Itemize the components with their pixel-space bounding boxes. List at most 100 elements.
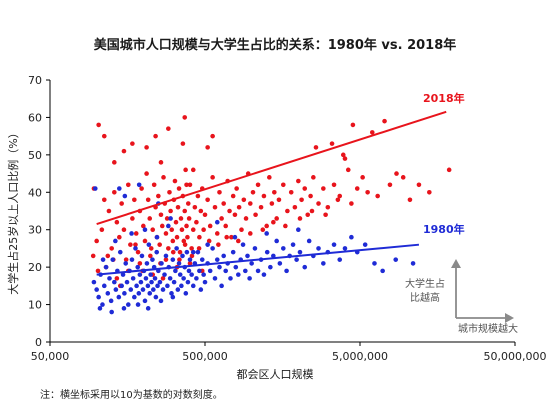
point-1980 [96, 294, 101, 300]
point-2018 [94, 238, 99, 244]
point-2018 [214, 231, 220, 236]
point-2018 [375, 193, 380, 199]
point-1980 [255, 268, 261, 274]
point-1980 [110, 257, 116, 262]
point-2018 [331, 182, 337, 188]
point-2018 [105, 253, 111, 259]
point-1980 [243, 268, 248, 274]
point-2018 [178, 216, 184, 221]
point-1980 [120, 272, 126, 277]
x-tick-label: 500,000 [182, 350, 228, 363]
point-1980 [233, 264, 239, 270]
point-2018 [182, 208, 188, 214]
point-2018 [234, 186, 239, 191]
point-1980 [201, 272, 206, 277]
x-arrow-label: 城市规模越大 [458, 322, 518, 335]
point-1980 [92, 186, 98, 191]
point-1980 [198, 287, 204, 292]
point-1980 [264, 231, 269, 236]
point-2018 [170, 249, 176, 255]
point-2018 [182, 242, 188, 247]
point-1980 [103, 264, 109, 270]
point-2018 [283, 223, 288, 229]
x-tick-label: 50,000 [31, 350, 70, 363]
point-1980 [342, 246, 348, 251]
point-2018 [133, 242, 138, 247]
point-2018 [166, 126, 171, 131]
point-2018 [342, 156, 348, 161]
point-2018 [340, 152, 346, 158]
point-2018 [400, 175, 406, 180]
point-1980 [169, 291, 174, 296]
point-2018 [147, 216, 153, 221]
point-2018 [258, 204, 264, 210]
point-2018 [106, 208, 112, 214]
point-1980 [380, 268, 385, 274]
point-1980 [154, 249, 160, 255]
point-1980 [152, 276, 158, 281]
point-1980 [165, 283, 170, 289]
point-1980 [128, 287, 134, 292]
point-1980 [151, 287, 156, 292]
point-2018 [114, 276, 120, 281]
point-2018 [349, 201, 354, 206]
x-ticks: 50,000 500,000 5,000,000 50,000,000 [31, 342, 546, 363]
point-2018 [239, 227, 244, 233]
point-2018 [243, 216, 249, 221]
point-2018 [221, 201, 226, 206]
point-2018 [175, 204, 181, 210]
point-2018 [137, 261, 143, 266]
point-1980 [145, 306, 151, 311]
point-2018 [229, 234, 234, 240]
point-1980 [117, 186, 122, 191]
point-1980 [349, 234, 354, 240]
point-2018 [360, 175, 365, 180]
point-1980 [122, 193, 128, 199]
point-2018 [160, 276, 166, 281]
point-2018 [112, 189, 117, 195]
point-1980 [129, 231, 134, 236]
point-2018 [216, 242, 221, 247]
point-1980 [123, 261, 129, 266]
point-1980 [290, 242, 296, 247]
point-2018 [119, 201, 124, 206]
point-1980 [158, 298, 164, 304]
up-arrow-icon [451, 259, 461, 268]
point-1980 [174, 246, 179, 251]
point-1980 [139, 253, 145, 259]
point-2018 [135, 249, 141, 255]
y-tick-label: 0 [35, 336, 42, 349]
y-axis-label: 大学生占25岁以上人口比例（%） [6, 127, 20, 294]
point-2018 [101, 133, 107, 139]
point-2018 [201, 227, 206, 233]
point-1980 [100, 302, 105, 307]
point-2018 [157, 242, 162, 247]
point-2018 [198, 208, 204, 214]
point-2018 [250, 189, 256, 195]
point-2018 [253, 212, 258, 218]
point-1980 [159, 261, 164, 266]
point-2018 [117, 234, 122, 240]
point-2018 [133, 231, 139, 236]
point-2018 [170, 238, 176, 244]
point-1980 [189, 272, 194, 277]
point-2018 [325, 204, 331, 210]
point-2018 [280, 182, 286, 188]
point-2018 [337, 193, 343, 199]
point-2018 [305, 212, 311, 218]
point-1980 [170, 257, 176, 262]
point-2018 [316, 201, 321, 206]
point-2018 [153, 133, 158, 139]
point-2018 [206, 238, 212, 244]
point-2018 [96, 122, 101, 128]
point-2018 [407, 197, 413, 203]
point-2018 [90, 253, 96, 259]
point-2018 [112, 160, 117, 165]
point-1980 [177, 272, 183, 277]
point-1980 [223, 268, 228, 274]
point-1980 [268, 264, 273, 270]
point-2018 [121, 148, 127, 154]
right-arrow-icon [505, 313, 514, 323]
y-ticks: 0 10 20 30 40 50 60 70 [28, 74, 50, 349]
